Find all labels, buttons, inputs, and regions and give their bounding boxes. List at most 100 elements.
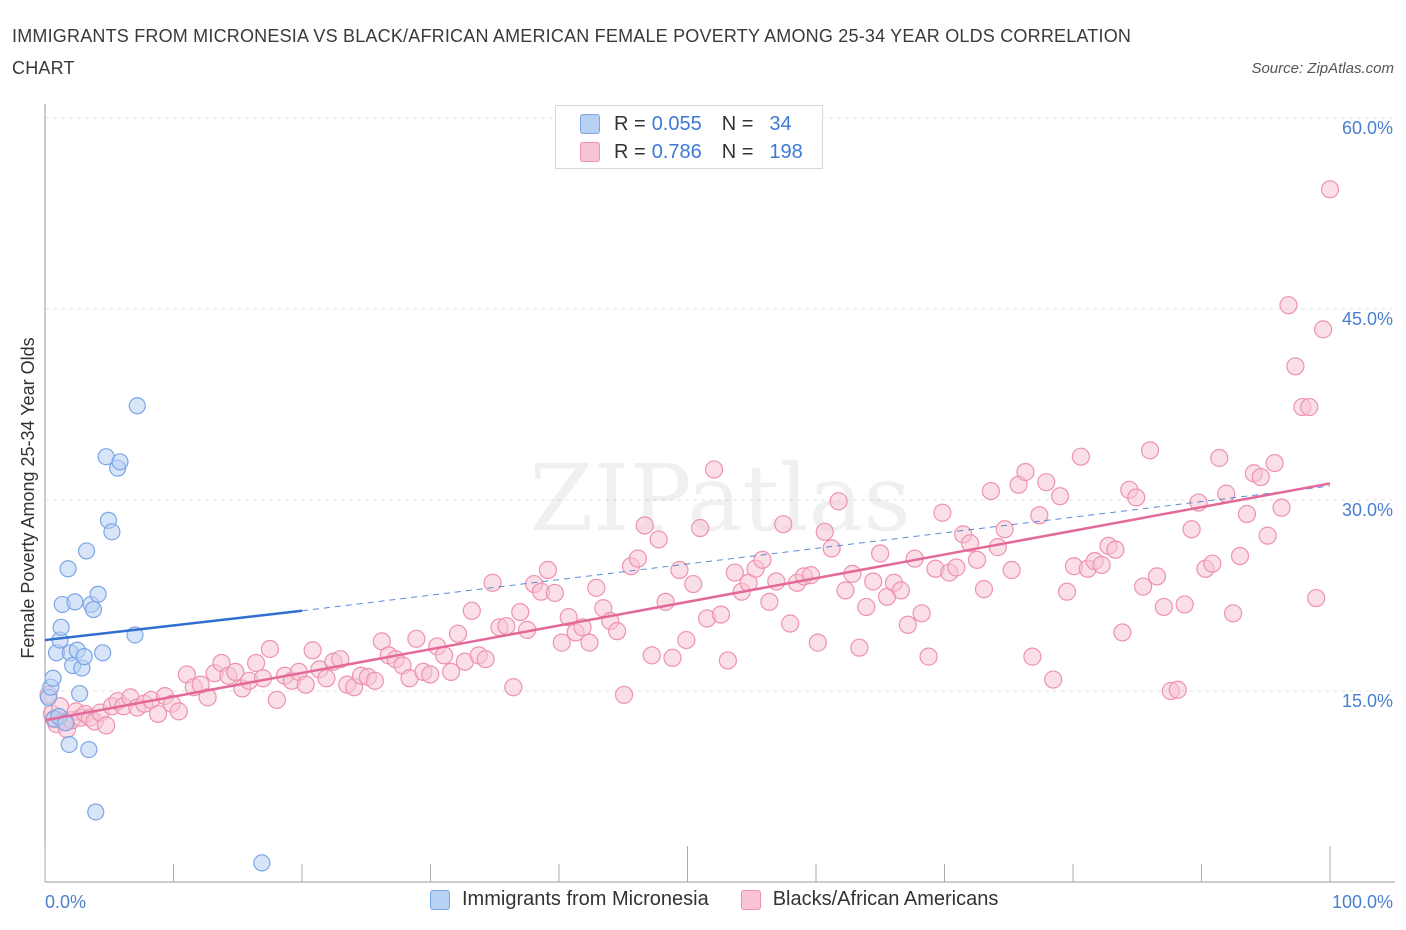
- data-point: [1286, 357, 1305, 376]
- data-point: [753, 550, 772, 569]
- legend-item-micronesia: Immigrants from Micronesia: [430, 888, 709, 911]
- data-point: [684, 574, 703, 594]
- data-point: [1050, 487, 1070, 506]
- data-point: [614, 685, 634, 704]
- data-point: [421, 665, 440, 684]
- data-point: [483, 573, 502, 592]
- data-point: [148, 704, 168, 724]
- data-point: [77, 542, 96, 560]
- data-point: [1279, 296, 1298, 315]
- data-point: [947, 558, 966, 577]
- blue-trend-extension: [301, 485, 1331, 612]
- n-value: 34: [769, 112, 792, 135]
- trend-lines: [44, 482, 1331, 722]
- data-point: [511, 602, 530, 622]
- data-point: [1272, 498, 1291, 517]
- y-axis-label: Female Poverty Among 25-34 Year Olds: [18, 337, 38, 658]
- data-point: [1265, 453, 1284, 473]
- data-point: [995, 520, 1014, 539]
- data-point: [1230, 546, 1250, 566]
- data-point: [1251, 467, 1270, 487]
- y-tick-label: 30.0%: [1342, 500, 1393, 520]
- data-point: [1224, 604, 1243, 623]
- watermark: ZIPatlas: [529, 445, 910, 552]
- data-point: [836, 581, 855, 600]
- data-point: [891, 581, 910, 600]
- data-point: [781, 614, 800, 633]
- data-point: [552, 633, 571, 652]
- y-tick-label: 60.0%: [1342, 118, 1393, 138]
- data-point: [808, 633, 827, 652]
- data-point: [843, 564, 862, 583]
- data-point: [1037, 473, 1056, 492]
- data-point: [71, 684, 89, 703]
- r-label: R =: [614, 112, 646, 135]
- x-tick-label: 100.0%: [1332, 892, 1393, 912]
- data-point: [1300, 397, 1319, 417]
- data-point: [1071, 447, 1090, 466]
- data-point: [1203, 554, 1222, 573]
- data-point: [822, 539, 841, 558]
- data-point: [80, 740, 98, 759]
- data-point: [981, 481, 1000, 501]
- data-point: [75, 648, 93, 666]
- y-tick-label: 15.0%: [1342, 691, 1393, 711]
- data-point: [871, 544, 890, 563]
- data-point: [111, 453, 129, 471]
- data-point: [608, 622, 627, 641]
- data-point: [649, 530, 668, 549]
- data-point: [635, 516, 654, 535]
- data-point: [1092, 555, 1111, 575]
- data-point: [57, 714, 75, 732]
- data-point: [1320, 180, 1340, 199]
- pink-swatch: [580, 142, 600, 162]
- data-point: [988, 538, 1007, 557]
- data-point: [97, 716, 116, 735]
- data-point: [760, 592, 779, 611]
- data-point: [253, 854, 271, 872]
- data-point: [628, 549, 647, 568]
- data-point: [1106, 540, 1125, 559]
- data-point: [1154, 597, 1173, 617]
- data-point: [1313, 320, 1333, 339]
- data-point: [1134, 577, 1153, 596]
- data-point: [1002, 560, 1021, 580]
- data-point: [545, 583, 564, 603]
- data-point: [1016, 462, 1035, 482]
- data-point: [1147, 567, 1167, 586]
- stats-legend: R = 0.055 N = 34 R = 0.786 N = 198: [555, 105, 823, 169]
- tick-labels: 15.0% 30.0% 45.0% 60.0% 0.0% 100.0%: [45, 118, 1393, 912]
- data-point: [1307, 588, 1326, 608]
- data-point: [919, 647, 938, 666]
- data-point: [864, 572, 883, 591]
- data-point: [559, 608, 578, 627]
- source-label: Source: ZipAtlas.com: [1251, 60, 1394, 77]
- pink-swatch: [740, 889, 761, 910]
- data-point: [476, 650, 495, 669]
- data-point: [850, 638, 869, 657]
- data-point: [974, 580, 994, 599]
- blue-swatch: [580, 114, 600, 134]
- data-point: [1168, 680, 1187, 699]
- r-value: 0.055: [651, 112, 702, 135]
- data-point: [580, 633, 599, 652]
- data-point: [317, 669, 336, 688]
- data-point: [44, 669, 62, 687]
- legend-item-black: Blacks/African Americans: [740, 888, 998, 911]
- data-point: [815, 522, 834, 541]
- x-tick-label: 0.0%: [45, 892, 86, 912]
- data-point: [303, 641, 322, 660]
- legend-row-pink: R = 0.786 N = 198: [580, 139, 803, 165]
- blue-swatch: [430, 889, 450, 910]
- data-point: [1030, 506, 1049, 525]
- r-label: R =: [614, 140, 646, 163]
- n-label: N =: [721, 112, 754, 135]
- data-point: [66, 593, 84, 611]
- data-point: [725, 563, 744, 582]
- n-value: 198: [769, 140, 803, 163]
- data-point: [504, 678, 523, 697]
- data-point: [103, 523, 121, 541]
- blue-trend-line: [44, 609, 303, 642]
- data-point: [711, 605, 731, 624]
- data-point: [829, 492, 848, 511]
